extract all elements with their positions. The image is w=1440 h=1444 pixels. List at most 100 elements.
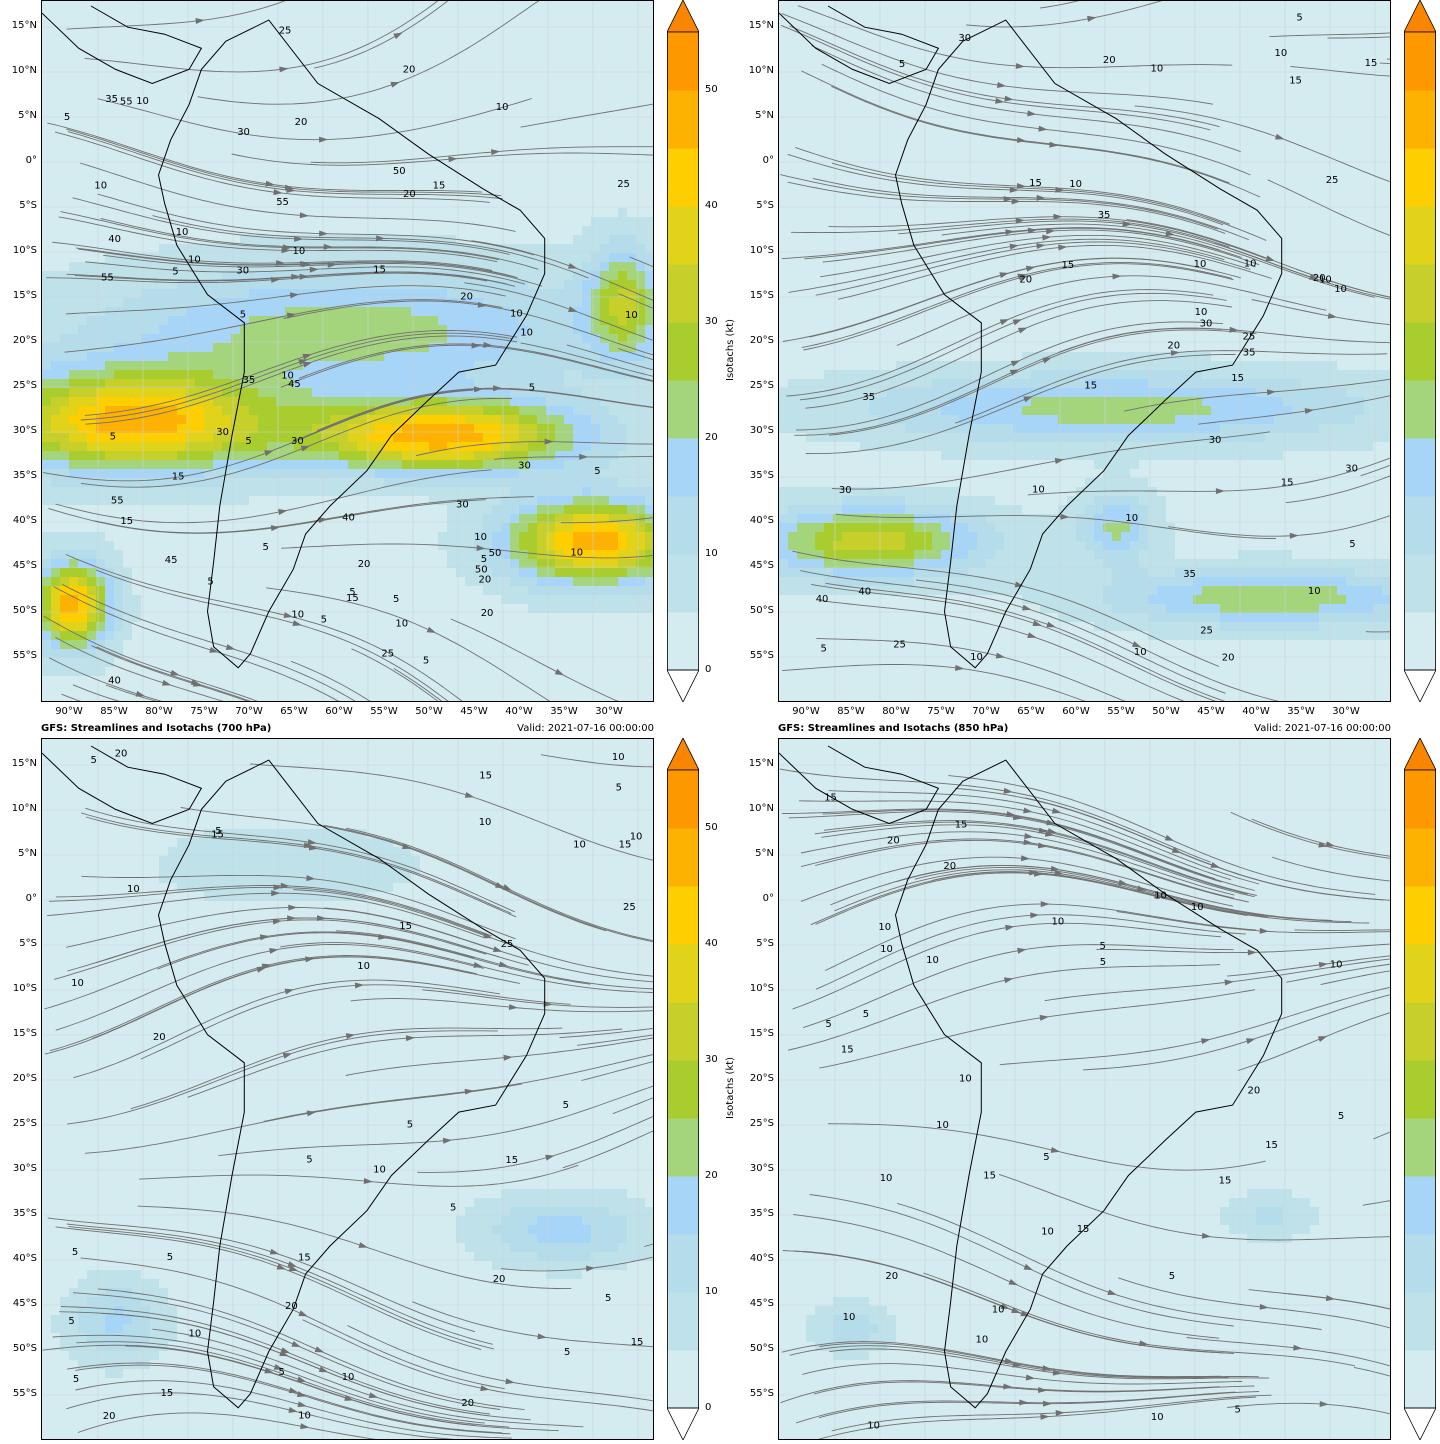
isotach-cell	[96, 460, 106, 470]
isotach-cell	[96, 622, 106, 632]
isotach-cell	[447, 118, 457, 128]
isotach-cell	[537, 478, 547, 488]
isotach-cell	[564, 640, 574, 650]
isotach-cell	[276, 406, 286, 416]
isotach-cell	[69, 388, 79, 398]
isotach-cell	[294, 478, 304, 488]
isotach-cell	[339, 91, 349, 101]
isotach-cell	[375, 541, 385, 551]
isotach-cell	[591, 325, 601, 335]
isotach-cell	[375, 343, 385, 353]
isotach-cell	[519, 550, 529, 560]
isotach-cell	[339, 28, 349, 38]
isotach-cell	[555, 37, 565, 47]
isotach-cell	[627, 208, 637, 218]
isotach-cell	[645, 28, 654, 38]
isotach-cell	[267, 478, 277, 488]
isotach-cell	[60, 1, 70, 11]
isotach-cell	[537, 370, 547, 380]
isotach-cell	[348, 163, 358, 173]
isotach-cell	[474, 433, 484, 443]
isotach-cell	[276, 46, 286, 56]
isotach-cell	[150, 172, 160, 182]
isotach-cell	[51, 37, 61, 47]
isotach-cell	[123, 478, 133, 488]
isotach-cell	[285, 343, 295, 353]
isotach-cell	[321, 586, 331, 596]
isotach-cell	[555, 568, 565, 578]
isotach-cell	[402, 460, 412, 470]
isotach-cell	[528, 541, 538, 551]
isotach-cell	[429, 136, 439, 146]
isotach-cell	[150, 550, 160, 560]
isotach-cell	[204, 316, 214, 326]
isotach-cell	[267, 577, 277, 587]
isotach-cell	[483, 316, 493, 326]
isotach-cell	[591, 298, 601, 308]
isotach-cell	[618, 631, 628, 641]
isotach-cell	[384, 73, 394, 83]
isotach-cell	[591, 235, 601, 245]
isotach-cell	[375, 307, 385, 317]
isotach-cell	[600, 631, 610, 641]
isotach-cell	[213, 271, 223, 281]
isotach-cell	[636, 91, 646, 101]
isotach-cell	[186, 433, 196, 443]
isotach-cell	[393, 46, 403, 56]
isotach-cell	[573, 208, 583, 218]
isotach-cell	[564, 163, 574, 173]
isotach-cell	[78, 262, 88, 272]
isotach-cell	[600, 451, 610, 461]
isotach-cell	[582, 280, 592, 290]
isotach-cell	[411, 91, 421, 101]
isotach-cell	[519, 595, 529, 605]
isotach-cell	[69, 622, 79, 632]
isotach-cell	[177, 316, 187, 326]
isotach-cell	[114, 190, 124, 200]
isotach-cell	[600, 127, 610, 137]
isotach-cell	[447, 226, 457, 236]
isotach-cell	[519, 181, 529, 191]
isotach-cell	[42, 622, 52, 632]
isotach-cell	[231, 532, 241, 542]
isotach-cell	[483, 118, 493, 128]
isotach-cell	[222, 1, 232, 11]
isotach-cell	[411, 487, 421, 497]
isotach-cell	[618, 1, 628, 11]
isotach-cell	[582, 478, 592, 488]
isotach-cell	[168, 55, 178, 65]
isotach-cell	[438, 28, 448, 38]
isotach-cell	[240, 100, 250, 110]
isotach-cell	[393, 442, 403, 452]
isotach-cell	[42, 370, 52, 380]
isotach-cell	[537, 298, 547, 308]
isotach-cell	[501, 28, 511, 38]
isotach-cell	[456, 127, 466, 137]
isotach-cell	[456, 163, 466, 173]
isotach-cell	[330, 28, 340, 38]
isotach-cell	[186, 541, 196, 551]
isotach-cell	[618, 118, 628, 128]
isotach-cell	[303, 595, 313, 605]
isotach-cell	[177, 10, 187, 20]
isotach-cell	[636, 262, 646, 272]
isotach-cell	[258, 28, 268, 38]
isotach-cell	[528, 82, 538, 92]
isotach-cell	[636, 10, 646, 20]
isotach-cell	[582, 235, 592, 245]
isotach-cell	[123, 37, 133, 47]
isotach-cell	[348, 181, 358, 191]
isotach-cell	[330, 1, 340, 11]
isotach-cell	[276, 37, 286, 47]
isotach-cell	[645, 298, 654, 308]
isotach-cell	[240, 217, 250, 227]
isotach-cell	[222, 208, 232, 218]
isotach-cell	[366, 451, 376, 461]
isotach-cell	[231, 217, 241, 227]
isotach-cell	[528, 595, 538, 605]
isotach-cell	[438, 640, 448, 650]
isotach-cell	[501, 1, 511, 11]
isotach-cell	[195, 523, 205, 533]
isotach-cell	[465, 208, 475, 218]
isotach-cell	[132, 298, 142, 308]
